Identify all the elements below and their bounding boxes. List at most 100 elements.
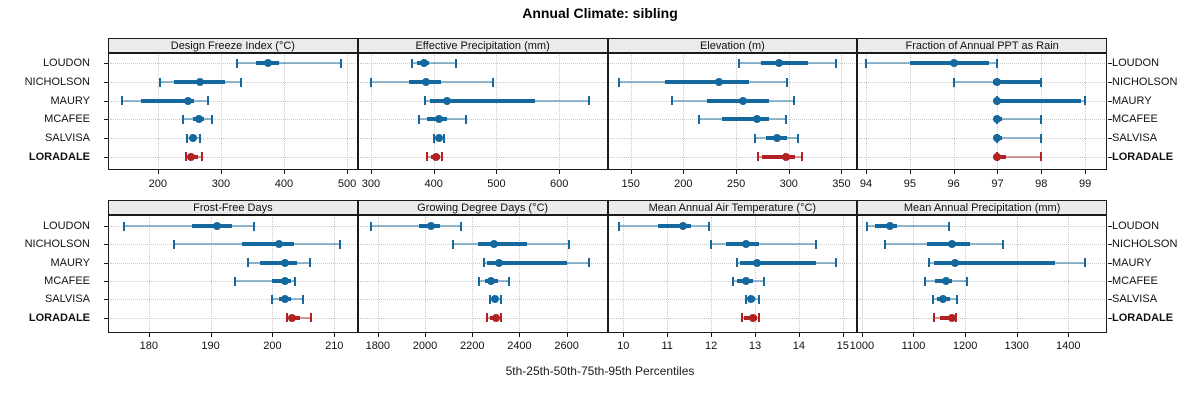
gridline-vertical: [148, 217, 150, 331]
whisker-cap-high-mcafee: [464, 114, 467, 124]
median-dot-maury: [739, 96, 748, 105]
gridline-vertical: [866, 55, 867, 168]
whisker-cap-high-maury: [587, 96, 590, 106]
x-axis-tick-label: 15: [836, 340, 849, 352]
x-axis-tick-label: 1800: [365, 340, 391, 352]
median-dot-maury: [280, 258, 289, 267]
whisker-cap-high-nicholson: [567, 239, 570, 249]
gridline-horizontal: [110, 226, 356, 227]
y-axis-tick: [104, 100, 108, 102]
y-axis-tick: [1108, 156, 1112, 158]
median-dot-mcafee: [487, 277, 496, 285]
panel-plot-mean-annual-precipitation-mm: [857, 215, 1107, 333]
percentile-range-salvisa: [997, 137, 1042, 139]
whisker-cap-high-loudon: [996, 58, 999, 68]
whisker-cap-low-loradale: [425, 152, 428, 162]
whisker-cap-high-mcafee: [784, 114, 787, 124]
gridline-vertical: [667, 217, 669, 331]
x-axis-tick: [283, 170, 285, 174]
gridline-horizontal: [609, 156, 856, 158]
chart-title: Annual Climate: sibling: [522, 5, 678, 21]
median-dot-salvisa: [773, 134, 782, 142]
x-axis-tick-label: 300: [361, 178, 381, 190]
row-label-left-loudon: LOUDON: [42, 57, 90, 70]
iqr-bar-maury: [706, 98, 769, 103]
median-dot-salvisa: [993, 134, 1002, 142]
x-axis-tick-label: 1200: [952, 340, 978, 352]
median-dot-salvisa: [490, 295, 499, 304]
gridline-vertical: [754, 217, 756, 331]
iqr-bar-maury: [260, 260, 298, 265]
x-axis-tick-label: 1300: [1004, 340, 1029, 352]
gridline-vertical: [157, 55, 159, 168]
y-axis-tick: [104, 119, 108, 121]
gridline-vertical: [496, 55, 498, 168]
gridline-vertical: [559, 55, 561, 168]
gridline-vertical: [913, 217, 915, 331]
whisker-cap-low-loudon: [866, 221, 869, 231]
row-label-left-maury: MAURY: [50, 94, 90, 107]
whisker-cap-high-loradale: [801, 152, 804, 162]
median-dot-nicholson: [274, 240, 283, 249]
median-dot-maury: [495, 258, 504, 267]
whisker-cap-low-loudon: [738, 58, 741, 68]
whisker-cap-high-maury: [207, 96, 210, 106]
gridline-horizontal: [359, 156, 606, 158]
y-axis-tick: [104, 317, 108, 319]
percentile-range-mcafee: [235, 280, 296, 282]
whisker-cap-high-maury: [1083, 258, 1086, 268]
gridline-horizontal: [359, 299, 606, 301]
row-label-right-maury: MAURY: [1112, 256, 1152, 269]
gridline-vertical: [425, 217, 427, 331]
gridline-vertical: [1041, 55, 1043, 168]
median-dot-maury: [442, 96, 451, 105]
x-axis-tick: [148, 333, 150, 337]
whisker-cap-low-mcafee: [182, 114, 185, 124]
whisker-cap-low-salvisa: [931, 294, 934, 304]
whisker-cap-low-salvisa: [271, 294, 274, 304]
median-dot-loudon: [678, 222, 687, 230]
x-axis-tick-label: 200: [263, 340, 282, 352]
row-label-right-mcafee: MCAFEE: [1112, 113, 1158, 126]
gridline-horizontal: [110, 317, 356, 319]
row-label-left-nicholson: NICHOLSON: [24, 76, 90, 88]
x-axis-tick-label: 98: [1035, 178, 1048, 190]
iqr-bar-loradale: [997, 154, 1007, 159]
x-axis-tick-label: 300: [779, 178, 798, 190]
gridline-horizontal: [359, 63, 606, 65]
row-label-right-nicholson: NICHOLSON: [1112, 238, 1178, 251]
x-axis-tick: [630, 170, 632, 174]
whisker-cap-low-nicholson: [451, 239, 454, 249]
x-axis-tick: [1041, 170, 1043, 174]
gridline-vertical: [272, 217, 274, 331]
gridline-vertical: [377, 217, 379, 331]
gridline-vertical: [798, 217, 800, 331]
row-label-left-salvisa: SALVISA: [44, 132, 90, 144]
whisker-cap-high-maury: [308, 258, 311, 268]
panel-header-fraction-of-annual-ppt-as-rain: Fraction of Annual PPT as Rain: [857, 38, 1107, 53]
whisker-cap-high-salvisa: [199, 133, 202, 143]
whisker-cap-high-nicholson: [240, 77, 243, 87]
iqr-bar-maury: [487, 260, 567, 265]
x-axis-tick: [623, 333, 625, 337]
median-dot-nicholson: [947, 240, 956, 249]
row-label-left-loradale: LORADALE: [28, 150, 90, 163]
median-dot-salvisa: [280, 295, 289, 304]
gridline-vertical: [736, 55, 738, 168]
y-axis-tick: [104, 244, 108, 246]
gridline-horizontal: [359, 317, 606, 319]
iqr-bar-nicholson: [478, 242, 527, 247]
gridline-horizontal: [110, 63, 356, 65]
whisker-cap-high-nicholson: [339, 239, 342, 249]
whisker-cap-low-salvisa: [432, 133, 435, 143]
y-axis-tick: [104, 82, 108, 83]
whisker-cap-high-maury: [587, 258, 590, 268]
whisker-cap-high-loradale: [440, 152, 443, 162]
median-dot-loradale: [288, 313, 297, 322]
gridline-horizontal: [609, 138, 856, 139]
iqr-bar-loudon: [761, 61, 808, 66]
panel-plot-fraction-of-annual-ppt-as-rain: [857, 53, 1107, 170]
y-axis-tick: [104, 226, 108, 227]
whisker-cap-low-loradale: [185, 152, 188, 162]
whisker-cap-low-maury: [246, 258, 249, 268]
